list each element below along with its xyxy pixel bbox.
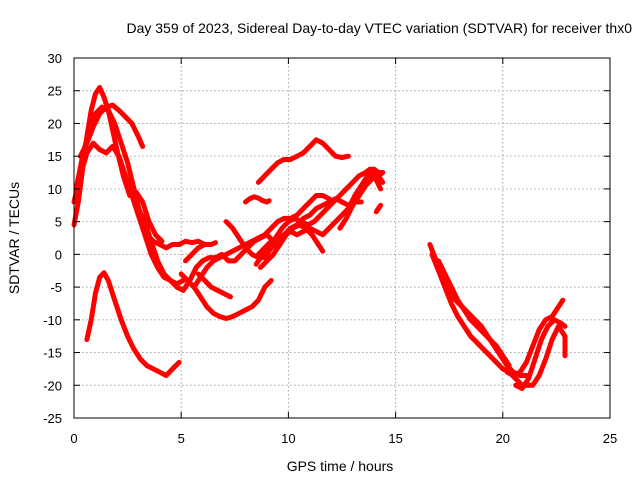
y-tick-label: -15	[43, 346, 62, 361]
y-tick-label: 10	[48, 182, 62, 197]
x-tick-label: 5	[178, 431, 185, 446]
x-tick-label: 10	[281, 431, 295, 446]
y-tick-label: 0	[55, 247, 62, 262]
y-tick-label: 15	[48, 149, 62, 164]
series-arc-22	[436, 258, 512, 369]
series-arc-10	[191, 193, 332, 290]
y-tick-label: -10	[43, 313, 62, 328]
series-arc-15	[243, 194, 272, 205]
y-tick-label: -20	[43, 378, 62, 393]
series-arc-4	[77, 102, 146, 159]
y-tick-label: -5	[50, 280, 62, 295]
chart-title: Day 359 of 2023, Sidereal Day-to-day VTE…	[126, 20, 632, 36]
x-tick-label: 20	[496, 431, 510, 446]
series-arc-18	[363, 166, 386, 175]
series-arc-17	[337, 170, 386, 231]
series-arc-14	[258, 222, 326, 270]
x-tick-label: 0	[70, 431, 77, 446]
series-arc-20	[427, 242, 529, 378]
y-tick-label: 5	[55, 215, 62, 230]
series-arc-6	[123, 179, 276, 293]
axis-ticks	[73, 57, 611, 419]
series-arc-8	[183, 242, 208, 264]
x-axis-label: GPS time / hours	[287, 458, 394, 474]
series-arc-9	[195, 271, 233, 300]
series-arc-19	[373, 202, 384, 215]
y-tick-label: 20	[48, 116, 62, 131]
series-arc-23	[504, 297, 566, 378]
series-arc-7	[178, 271, 274, 321]
series-arc-5	[84, 270, 182, 378]
series-arc-13	[255, 173, 384, 257]
y-tick-label: 30	[48, 51, 62, 66]
tick-labels: 0 5 10 15 20 25 -25 -20 -15 -10 -5 0 5 10 15 20 25 30	[43, 51, 617, 446]
series-arc-25	[523, 323, 568, 388]
grid-lines	[74, 58, 610, 418]
data-series-layer	[71, 85, 568, 391]
y-tick-label: 25	[48, 84, 62, 99]
y-tick-label: -25	[43, 411, 62, 426]
x-tick-label: 15	[388, 431, 402, 446]
x-tick-label: 25	[603, 431, 617, 446]
series-arc-16	[255, 137, 351, 185]
y-axis-label: SDTVAR / TECUs	[6, 182, 22, 294]
plot-frame	[73, 57, 611, 419]
